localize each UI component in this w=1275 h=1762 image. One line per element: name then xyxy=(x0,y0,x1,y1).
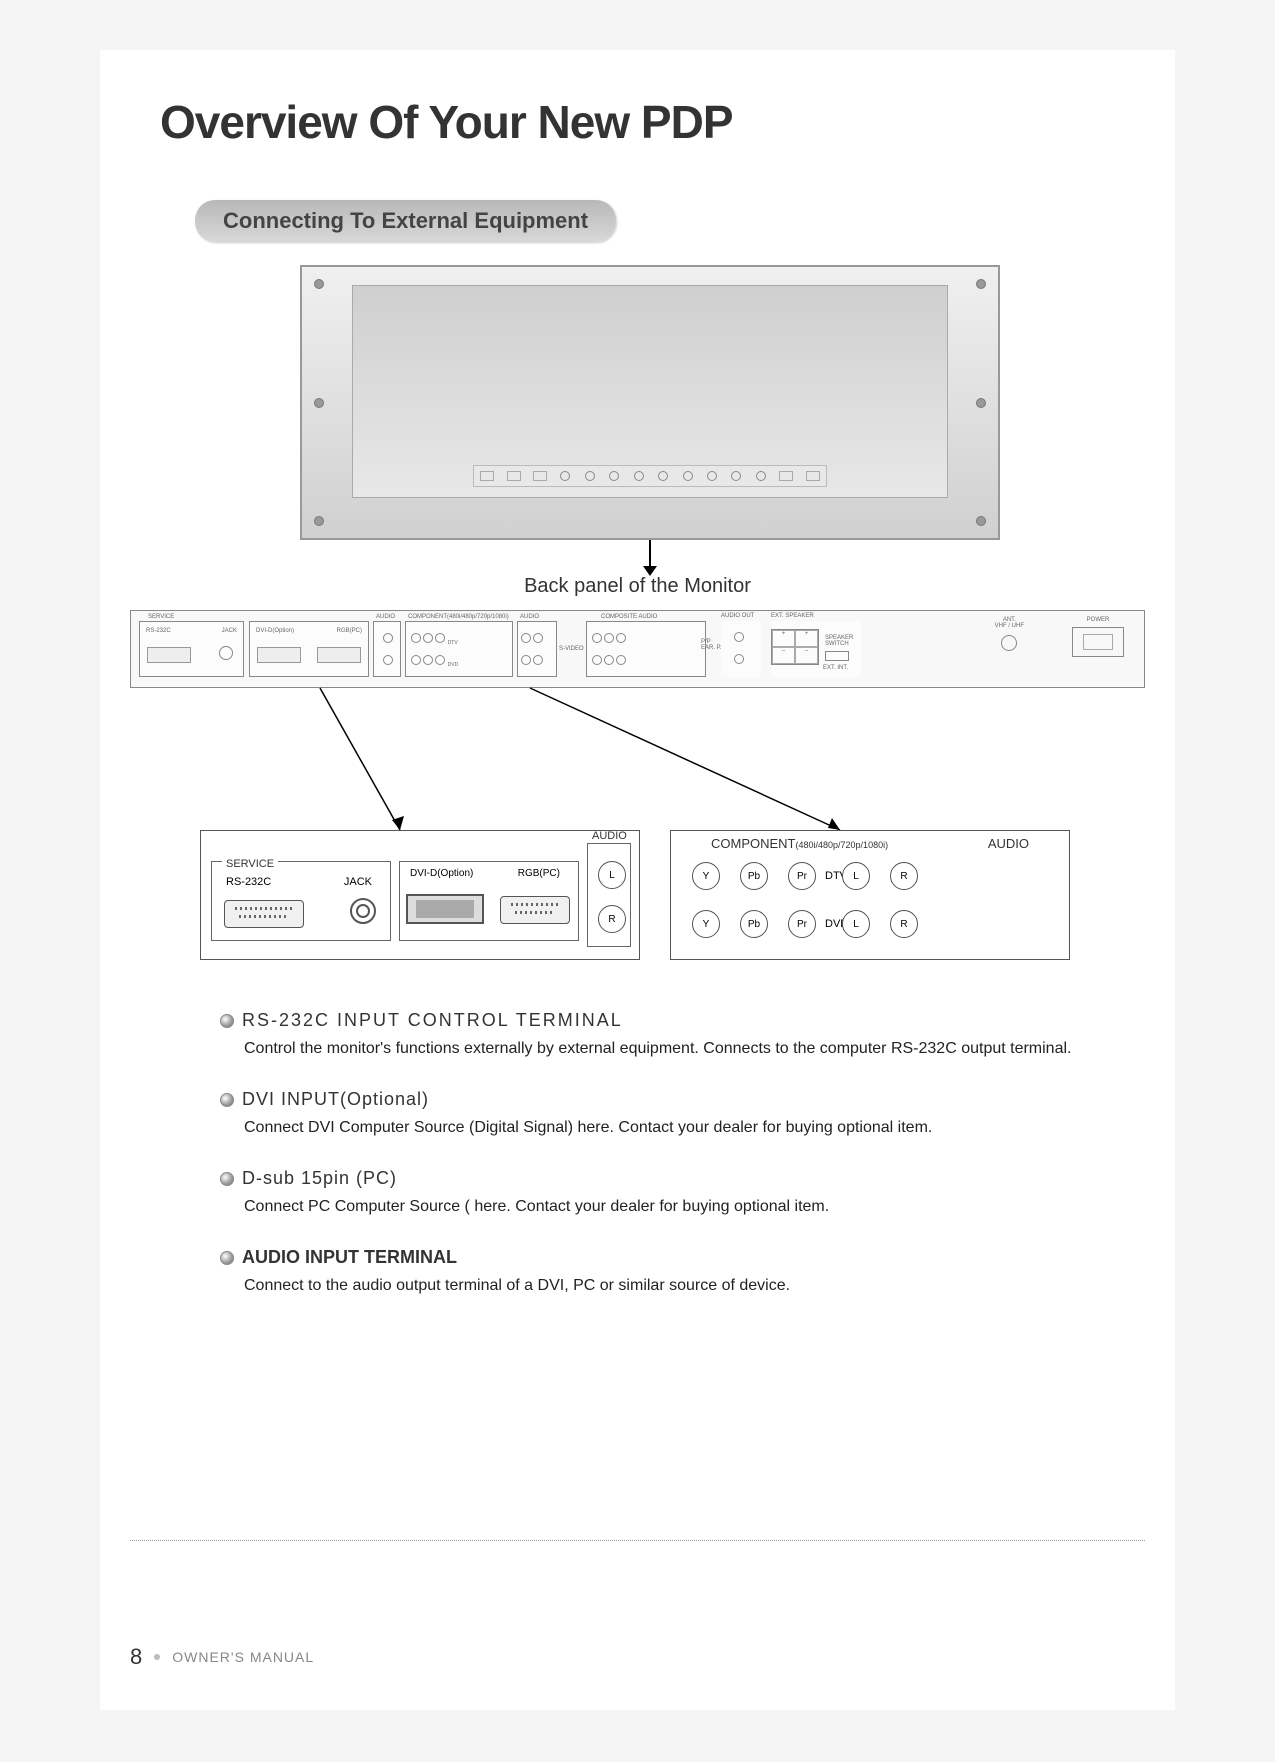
screw-icon xyxy=(314,398,324,408)
jack-port-icon xyxy=(350,898,376,924)
detail-right-panel: COMPONENT(480i/480p/720p/1080i) AUDIO Y … xyxy=(670,830,1070,960)
audio-lr-group: AUDIO L R xyxy=(587,843,631,947)
content-section: RS-232C INPUT CONTROL TERMINAL Control t… xyxy=(220,1010,1115,1326)
component-label: COMPONENT(480i/480p/720p/1080i) xyxy=(711,836,888,851)
jack-icon xyxy=(219,646,233,660)
footer: 8 OWNER'S MANUAL xyxy=(130,1644,314,1670)
dvi-port-icon xyxy=(406,890,484,924)
rgb-port-icon xyxy=(500,892,570,924)
dvi-rgb-group: DVI-D(Option) RGB(PC) xyxy=(399,861,579,941)
audio-label: AUDIO xyxy=(988,836,1029,851)
fp-service-group: SERVICE RS-232C JACK xyxy=(139,621,244,677)
monitor-screen xyxy=(352,285,948,498)
dotted-divider xyxy=(130,1540,1145,1541)
audio-r-jack: R xyxy=(595,902,629,936)
rs232c-port-icon xyxy=(224,896,304,928)
bullet-item: D-sub 15pin (PC) Connect PC Computer Sou… xyxy=(220,1168,1115,1219)
screw-icon xyxy=(314,279,324,289)
rgb-label: RGB(PC) xyxy=(518,868,560,879)
arrow-line xyxy=(649,540,651,568)
bullet-item: RS-232C INPUT CONTROL TERMINAL Control t… xyxy=(220,1010,1115,1061)
component-row-dvd: Y Pb Pr DVD L R xyxy=(689,907,921,941)
rs232c-label: RS-232C xyxy=(226,876,271,888)
bullet-icon xyxy=(220,1172,234,1186)
page: Overview Of Your New PDP Connecting To E… xyxy=(100,50,1175,1710)
page-title: Overview Of Your New PDP xyxy=(160,95,733,149)
audio-l-jack: L xyxy=(595,858,629,892)
bullet-item: DVI INPUT(Optional) Connect DVI Computer… xyxy=(220,1089,1115,1140)
fp-audio2-group: AUDIO xyxy=(517,621,557,677)
screw-icon xyxy=(314,516,324,526)
bullet-title: AUDIO INPUT TERMINAL xyxy=(242,1247,457,1268)
bullet-icon xyxy=(220,1093,234,1107)
port-strip-mini xyxy=(473,465,827,487)
fp-component-group: COMPONENT(480i/480p/720p/1080i) DTV DVD xyxy=(405,621,513,677)
screw-icon xyxy=(976,279,986,289)
full-back-panel: SERVICE RS-232C JACK DVI-D(Option) RGB(P… xyxy=(130,610,1145,688)
dvi-label: DVI-D(Option) xyxy=(410,868,473,879)
jack-label: JACK xyxy=(344,876,372,888)
monitor-illustration xyxy=(300,265,1000,540)
fp-audioout-group: AUDIO OUT P/P EAR. P. xyxy=(721,621,761,677)
fp-dvi-rgb-group: DVI-D(Option) RGB(PC) xyxy=(249,621,369,677)
screw-icon xyxy=(976,398,986,408)
fp-audio-group: AUDIO xyxy=(373,621,401,677)
service-group: SERVICE RS-232C JACK xyxy=(211,861,391,941)
bullet-body: Control the monitor's functions external… xyxy=(244,1037,1115,1061)
bullet-body: Connect to the audio output terminal of … xyxy=(244,1274,1115,1298)
page-number: 8 xyxy=(130,1644,142,1670)
bullet-title: RS-232C INPUT CONTROL TERMINAL xyxy=(242,1010,623,1031)
fp-speaker-group: EXT. SPEAKER ++ –– SPEAKER SWITCH EXT. I… xyxy=(771,621,861,677)
footer-text: OWNER'S MANUAL xyxy=(172,1649,314,1665)
component-row-dtv: Y Pb Pr DTV L R xyxy=(689,859,921,893)
footer-dot-icon xyxy=(154,1654,160,1660)
bullet-title: DVI INPUT(Optional) xyxy=(242,1089,429,1110)
bullet-body: Connect PC Computer Source ( here. Conta… xyxy=(244,1195,1115,1219)
back-panel-label: Back panel of the Monitor xyxy=(100,575,1175,598)
bullet-item: AUDIO INPUT TERMINAL Connect to the audi… xyxy=(220,1247,1115,1298)
bullet-body: Connect DVI Computer Source (Digital Sig… xyxy=(244,1116,1115,1140)
bullet-icon xyxy=(220,1014,234,1028)
section-heading-pill: Connecting To External Equipment xyxy=(195,200,616,242)
detail-left-panel: SERVICE RS-232C JACK DVI-D(Option) RGB(P… xyxy=(200,830,640,960)
bullet-icon xyxy=(220,1251,234,1265)
bullet-title: D-sub 15pin (PC) xyxy=(242,1168,397,1189)
screw-icon xyxy=(976,516,986,526)
fp-composite-group: COMPOSITE AUDIO S-VIDEO xyxy=(586,621,706,677)
fp-ant-group: ANT. VHF / UHF xyxy=(995,617,1024,657)
fp-power-group: POWER xyxy=(1072,617,1124,657)
